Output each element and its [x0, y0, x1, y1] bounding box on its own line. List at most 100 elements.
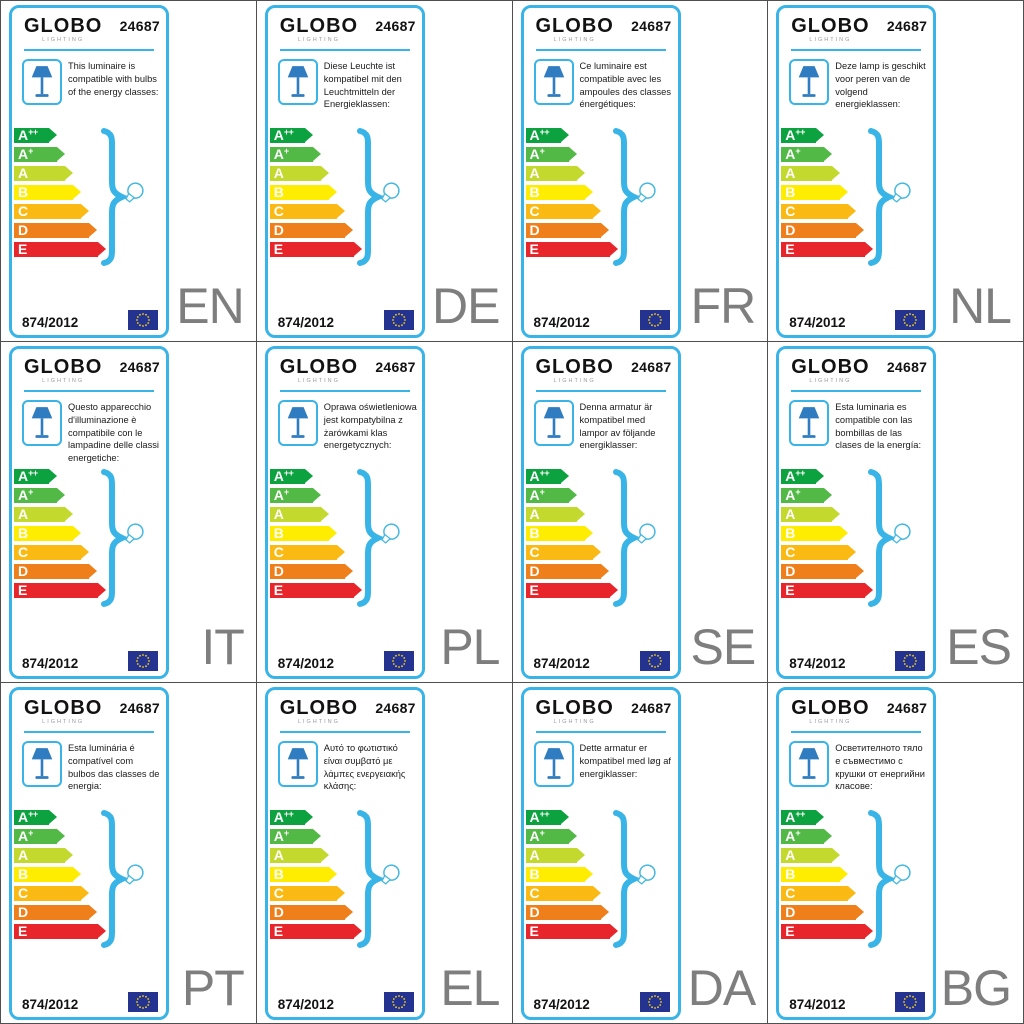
curly-brace-bulb-icon: [101, 810, 144, 948]
energy-class-letter: B: [529, 184, 540, 200]
info-row: Αυτό το φωτιστικό είναι συμβατό με λάμπε…: [277, 741, 418, 793]
energy-class-letter: A: [785, 847, 796, 863]
brand-name: GLOBO: [535, 15, 614, 37]
energy-class-letter: C: [529, 544, 540, 560]
table-lamp-icon: [543, 748, 564, 779]
brand-name: GLOBO: [24, 697, 103, 719]
brand-logo: GLOBO LIGHTING: [280, 698, 358, 725]
language-code: EN: [176, 278, 244, 334]
energy-class-letter: A++: [273, 127, 294, 143]
energy-class-arrow-c: C: [269, 204, 345, 219]
energy-class-arrow-a: A: [269, 847, 329, 863]
energy-class-arrow-c: C: [781, 545, 857, 560]
label-cell: GLOBO LIGHTING 24687 Αυτό το φωτιστικό ε…: [256, 683, 513, 1024]
compatibility-text: This luminaire is compatible with bulbs …: [68, 61, 159, 97]
language-code: PL: [440, 619, 500, 675]
energy-class-letter: E: [529, 241, 539, 257]
header-divider: [535, 390, 666, 392]
curly-brace-bulb-icon: [868, 810, 911, 948]
energy-class-arrow-d: D: [269, 905, 353, 920]
compatibility-text: Deze lamp is geschikt voor peren van de …: [835, 61, 926, 110]
curly-brace-bulb-icon: [356, 810, 400, 948]
energy-class-letter: D: [18, 563, 29, 579]
lamp-icon-box: [789, 59, 830, 105]
brand-name: GLOBO: [24, 15, 103, 37]
compatibility-text: Esta luminaria es compatible con las bom…: [835, 402, 922, 451]
energy-class-arrow-a: A: [269, 166, 329, 181]
energy-label-card: GLOBO LIGHTING 24687 Deze lamp is geschi…: [776, 5, 937, 338]
model-number: 24687: [119, 18, 160, 34]
label-cell: GLOBO LIGHTING 24687 Oprawa oświetleniow…: [256, 342, 513, 683]
energy-class-letter: A+: [785, 828, 801, 844]
energy-class-letter: B: [529, 866, 540, 882]
energy-class-letter: A: [273, 847, 284, 863]
energy-class-arrow-c: C: [14, 204, 89, 219]
energy-class-arrow-c: C: [525, 544, 601, 560]
energy-class-letter: C: [529, 885, 540, 901]
energy-class-letter: A++: [18, 127, 38, 143]
model-number: 24687: [886, 700, 928, 716]
energy-class-arrow-b: B: [14, 526, 81, 541]
energy-label-card: GLOBO LIGHTING 24687 This luminaire is c…: [9, 5, 169, 338]
regulation-number: 874/2012: [277, 315, 335, 330]
header-divider: [24, 390, 154, 392]
energy-class-letter: A++: [18, 809, 38, 825]
energy-class-letter: D: [529, 563, 540, 579]
table-lamp-icon: [798, 748, 820, 779]
card-header: GLOBO LIGHTING 24687: [779, 690, 933, 725]
energy-class-letter: A+: [18, 146, 33, 162]
model-number: 24687: [375, 359, 416, 375]
energy-class-letter: D: [273, 222, 284, 238]
energy-class-letter: C: [18, 544, 29, 560]
energy-class-letter: E: [785, 582, 795, 598]
energy-scale: A++ A+ A B C D E: [525, 810, 676, 948]
card-header: GLOBO LIGHTING 24687: [268, 8, 422, 43]
eu-flag-icon: [639, 651, 670, 671]
energy-class-letter: E: [785, 923, 795, 939]
energy-class-letter: D: [785, 904, 796, 920]
info-row: This luminaire is compatible with bulbs …: [22, 59, 162, 105]
energy-class-arrow-a: A: [525, 165, 585, 181]
energy-class-arrow-a-plus: A+: [525, 147, 577, 162]
energy-class-arrow-a-plus-plus: A++: [781, 810, 825, 825]
brand-logo: GLOBO LIGHTING: [24, 698, 102, 725]
header-divider: [279, 390, 410, 392]
energy-class-arrow-b: B: [781, 866, 849, 882]
energy-class-arrow-b: B: [781, 526, 849, 541]
brand-subtitle: LIGHTING: [809, 719, 852, 725]
card-footer: 874/2012: [22, 992, 158, 1012]
energy-class-arrow-a-plus: A+: [781, 488, 833, 503]
regulation-number: 874/2012: [22, 997, 79, 1012]
energy-class-letter: A: [18, 847, 29, 863]
energy-class-arrow-c: C: [525, 204, 601, 219]
compatibility-text: Oprawa oświetleniowa jest kompatybilna z…: [323, 402, 417, 451]
brand-logo: GLOBO LIGHTING: [280, 357, 358, 384]
label-cell: GLOBO LIGHTING 24687 Esta luminaria es c…: [768, 342, 1024, 683]
header-divider: [535, 731, 666, 733]
energy-class-arrow-a-plus: A+: [525, 487, 577, 503]
brand-subtitle: LIGHTING: [553, 378, 596, 384]
energy-class-arrow-a-plus-plus: A++: [269, 127, 313, 143]
energy-class-arrow-e: E: [525, 583, 618, 598]
energy-class-arrow-a: A: [525, 848, 585, 863]
curly-brace-bulb-icon: [101, 128, 144, 266]
header-divider: [791, 731, 922, 733]
energy-class-letter: A+: [273, 487, 289, 503]
energy-scale: A++ A+ A B C D E: [781, 128, 931, 266]
brand-logo: GLOBO LIGHTING: [791, 698, 869, 725]
info-row: Esta luminária é compatível com bulbos d…: [22, 741, 162, 793]
eu-flag-icon: [383, 651, 414, 671]
card-footer: 874/2012: [22, 310, 158, 330]
energy-scale: A++ A+ A B C D E: [525, 128, 676, 266]
lamp-icon-box: [22, 59, 62, 105]
energy-class-letter: A: [529, 165, 540, 181]
language-code: SE: [690, 619, 757, 675]
model-number: 24687: [886, 18, 928, 34]
energy-class-letter: A+: [529, 487, 545, 503]
energy-class-letter: B: [785, 866, 796, 882]
energy-class-arrow-a-plus-plus: A++: [269, 469, 313, 484]
table-lamp-icon: [31, 748, 53, 779]
light-bulb-icon: [636, 182, 656, 203]
header-divider: [535, 49, 666, 51]
info-row: Deze lamp is geschikt voor peren van de …: [789, 59, 929, 111]
